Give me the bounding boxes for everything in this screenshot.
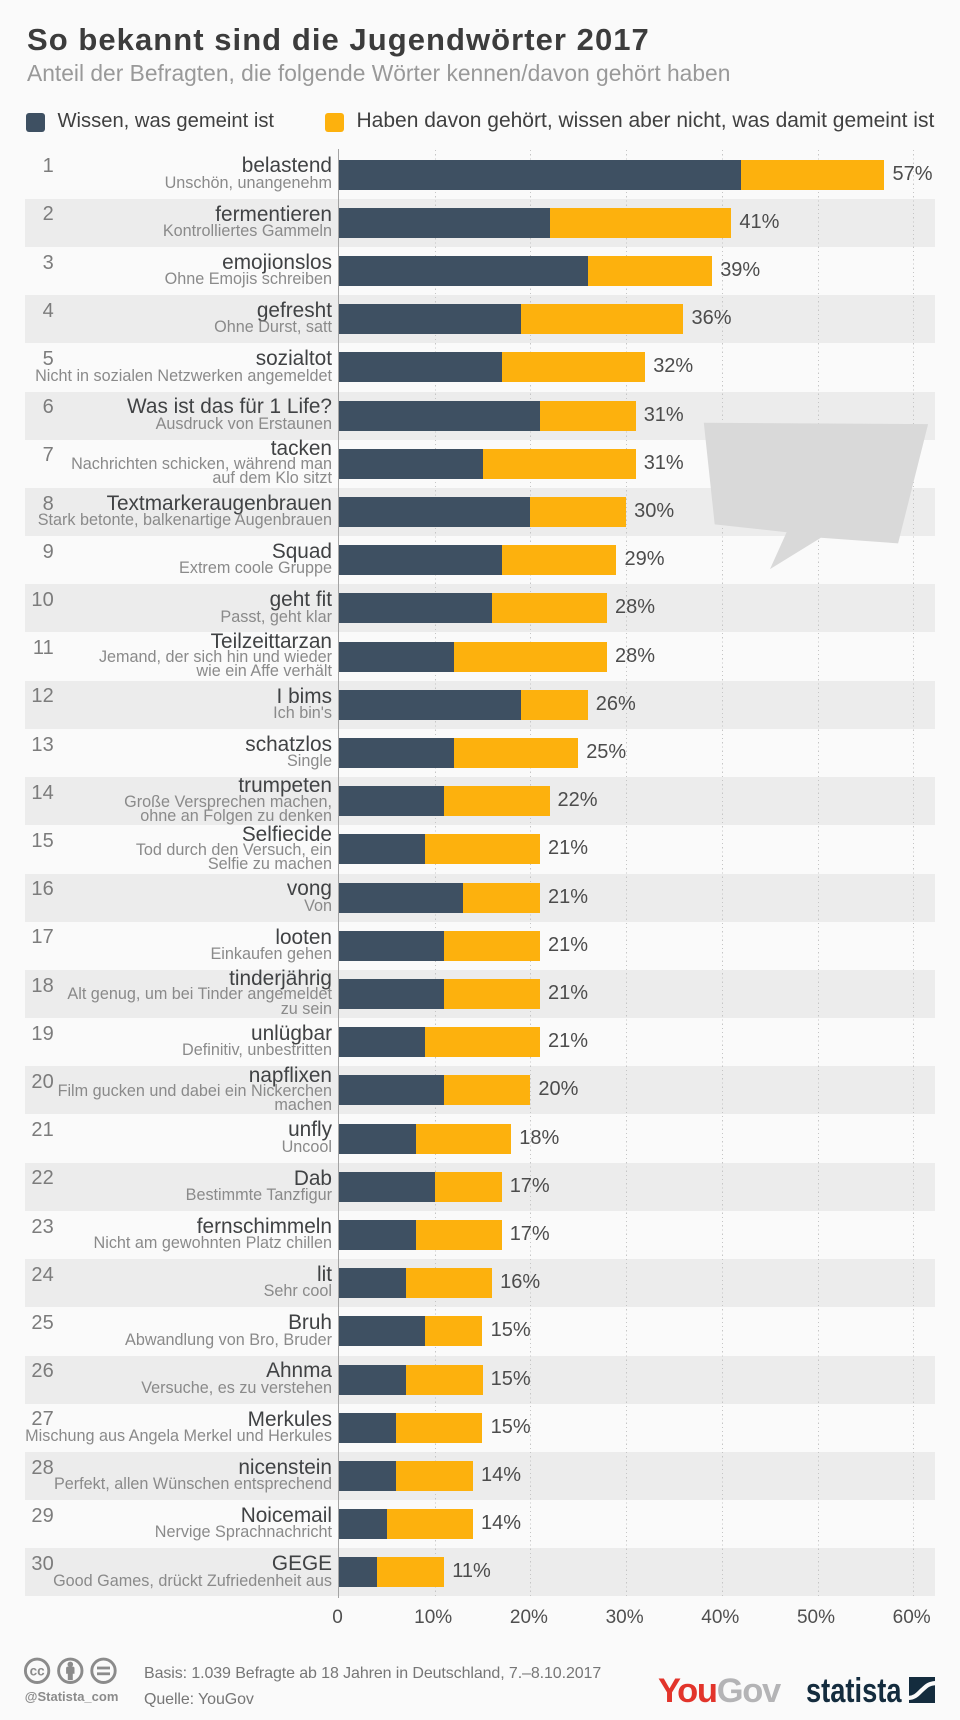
- svg-text:cc: cc: [30, 1663, 46, 1678]
